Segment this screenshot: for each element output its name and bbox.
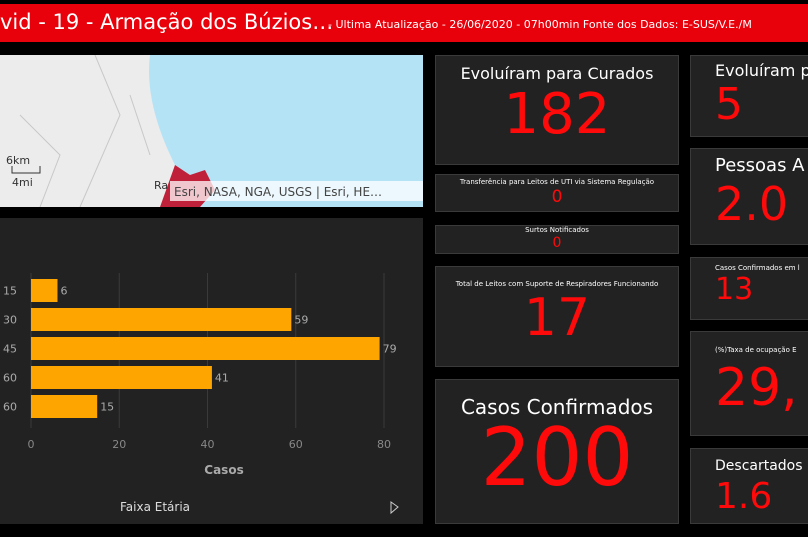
- card-value: 17: [523, 287, 591, 348]
- card: Transferência para Leitos de UTI via Sis…: [435, 174, 679, 212]
- card-value: 0: [552, 234, 562, 251]
- card-value: 2.0: [715, 177, 789, 232]
- card: Surtos Notificados 0: [435, 225, 679, 254]
- card-title: Total de Leitos com Suporte de Respirado…: [455, 279, 659, 288]
- y-tick-label: 15: [3, 285, 17, 298]
- card: Evoluíram para Curados 182: [435, 55, 679, 165]
- card-value: 200: [480, 411, 634, 504]
- card-title: Casos Confirmados: [460, 395, 654, 419]
- card: Pessoas A 2.0: [690, 148, 808, 245]
- card-value: 0: [551, 186, 563, 207]
- roads: [19, 55, 151, 207]
- card-value: 5: [715, 78, 743, 130]
- card-title: Casos Confirmados em l: [715, 263, 800, 272]
- map[interactable]: 6km 4mi Ra Esri, NASA, NGA, USGS | Esri,…: [0, 55, 423, 207]
- card-title: Evoluíram para Curados: [460, 64, 654, 84]
- x-tick-label: 0: [28, 438, 35, 451]
- y-tick-label: 60: [3, 401, 17, 414]
- card-title: (%)Taxa de ocupação E: [715, 345, 797, 354]
- chart: Casos Faixa Etária 0 20 40 60 80 15 6 30 59 45 79 6…: [0, 218, 423, 524]
- attribution: Esri, NASA, NGA, USGS | Esri, HE…: [174, 185, 382, 199]
- card-value: 182: [503, 82, 611, 148]
- card-value: 29,: [715, 357, 798, 418]
- card: (%)Taxa de ocupação E 29,: [690, 331, 808, 436]
- scale-mi: 4mi: [12, 176, 33, 189]
- value-label: 41: [215, 372, 229, 385]
- card-title: Surtos Notificados: [525, 225, 589, 234]
- card: Descartados p 1.6: [690, 448, 808, 524]
- x-tick-label: 80: [377, 438, 391, 451]
- card-value: 13: [715, 272, 754, 307]
- scale-km: 6km: [6, 154, 30, 167]
- card: Casos Confirmados em l 13: [690, 257, 808, 320]
- header: vid - 19 - Armação dos Búzios… - Ultima …: [0, 4, 808, 42]
- bar: [31, 308, 292, 331]
- bar: [31, 337, 380, 360]
- bar: [31, 395, 98, 418]
- x-axis-label: Casos: [204, 463, 243, 477]
- land: [0, 55, 200, 207]
- value-label: 79: [383, 343, 397, 356]
- card-title: Descartados p: [715, 457, 808, 474]
- x-tick-label: 60: [289, 438, 303, 451]
- y-tick-label: 30: [3, 314, 17, 327]
- card: Casos Confirmados 200: [435, 379, 679, 524]
- next-button[interactable]: [390, 501, 399, 515]
- x-tick-label: 40: [201, 438, 215, 451]
- card-title: Transferência para Leitos de UTI via Sis…: [459, 177, 655, 186]
- bar: [31, 366, 212, 389]
- x-tick-label: 20: [112, 438, 126, 451]
- title: vid - 19 - Armação dos Búzios…: [0, 10, 334, 34]
- attribution-bg: [170, 181, 423, 201]
- card-value: 1.6: [715, 476, 773, 518]
- chart-footer: Faixa Etária: [120, 500, 190, 514]
- value-label: 59: [294, 314, 308, 327]
- card-title: Evoluíram p: [715, 61, 808, 81]
- card-title: Pessoas A: [715, 155, 805, 177]
- y-tick-label: 45: [3, 343, 17, 356]
- value-label: 15: [100, 401, 114, 414]
- place-label: Ra: [154, 179, 168, 192]
- subtitle: - Ultima Atualização - 26/06/2020 - 07h0…: [328, 18, 752, 31]
- card: Total de Leitos com Suporte de Respirado…: [435, 266, 679, 367]
- scale-bar: [11, 166, 41, 174]
- y-tick-label: 60: [3, 372, 17, 385]
- bar: [31, 279, 58, 302]
- value-label: 6: [60, 285, 67, 298]
